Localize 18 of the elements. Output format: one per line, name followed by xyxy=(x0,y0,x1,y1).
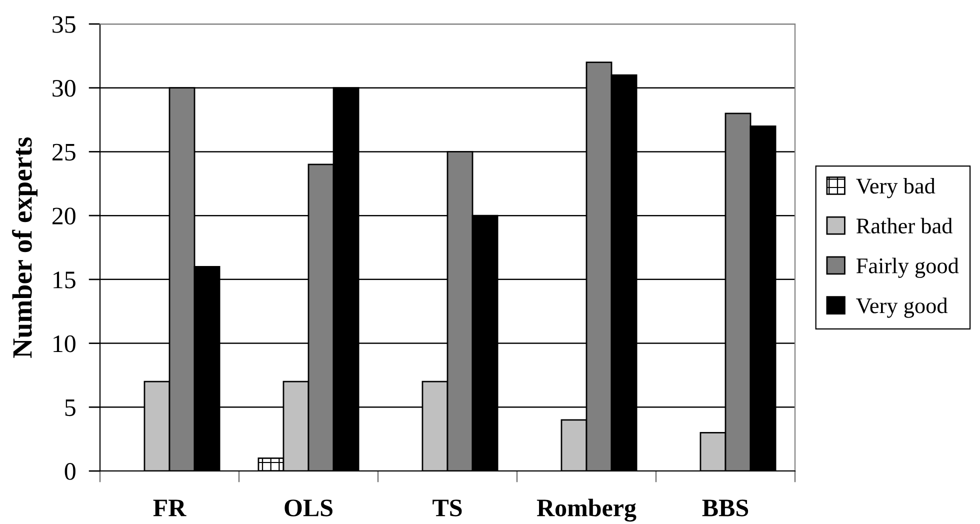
legend-label: Very good xyxy=(856,298,948,318)
y-axis-title: Number of experts xyxy=(12,137,38,358)
y-tick-label: 20 xyxy=(52,208,76,224)
y-tick-label: 10 xyxy=(54,335,76,352)
y-tick-label: 0 xyxy=(64,463,76,480)
legend-label: Rather bad xyxy=(856,218,952,234)
x-tick-label: BBS xyxy=(702,500,748,516)
y-tick-label: 5 xyxy=(65,399,76,416)
x-tick-label: TS xyxy=(432,500,462,516)
x-tick-label: OLS xyxy=(284,500,332,516)
y-tick-label: 25 xyxy=(52,144,76,161)
y-tick-label: 35 xyxy=(52,16,76,33)
y-tick-label: 15 xyxy=(54,272,76,288)
y-tick-label: 30 xyxy=(52,80,76,97)
x-tick-label: FR xyxy=(153,500,186,516)
legend-label: Very bad xyxy=(856,178,936,198)
x-tick-label: Romberg xyxy=(536,498,636,522)
legend-label: Fairly good xyxy=(856,258,959,278)
